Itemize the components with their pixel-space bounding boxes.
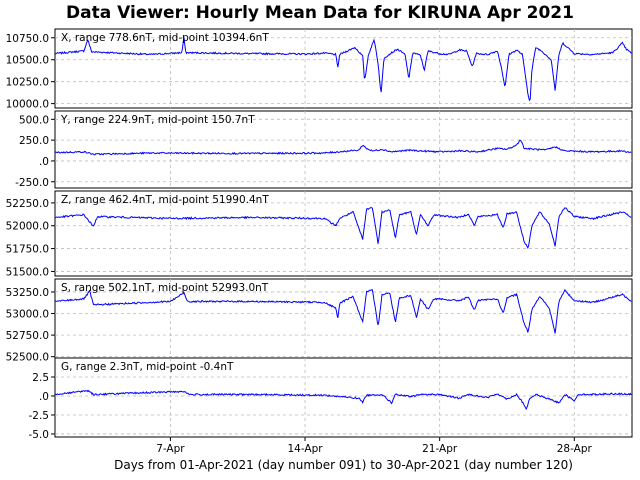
data-series-line — [54, 389, 632, 411]
x-tick-label: 14-Apr — [287, 443, 323, 455]
data-series-line — [54, 139, 632, 156]
data-series-line — [54, 206, 632, 250]
panel-frame — [54, 28, 633, 109]
y-tick-label: 53000.0 — [6, 309, 49, 321]
x-tick-label: 21-Apr — [422, 443, 458, 455]
chart-title: Data Viewer: Hourly Mean Data for KIRUNA… — [66, 3, 574, 23]
y-tick-label: 500.0 — [19, 114, 49, 126]
panel-frame — [54, 357, 633, 438]
y-tick-label: 51500.0 — [6, 266, 49, 278]
y-tick-label: -250.0 — [15, 177, 49, 189]
y-tick-label: 10750.0 — [6, 33, 49, 45]
y-tick-label: 52750.0 — [6, 330, 49, 342]
panel-frame — [54, 278, 633, 362]
y-tick-label: 53250.0 — [6, 287, 49, 299]
y-tick-label: 10250.0 — [6, 77, 49, 89]
y-tick-label: 52500.0 — [6, 352, 49, 364]
panel-label: G, range 2.3nT, mid-point -0.4nT — [61, 361, 234, 373]
panel-label: S, range 502.1nT, mid-point 52993.0nT — [61, 282, 269, 294]
x-axis-label: Days from 01-Apr-2021 (day number 091) t… — [114, 458, 573, 472]
y-tick-label: 2.5 — [32, 372, 49, 384]
y-tick-label: 52000.0 — [6, 221, 49, 233]
y-tick-label: 10500.0 — [6, 55, 49, 67]
y-tick-label: -2.5 — [29, 410, 50, 422]
x-tick-label: 7-Apr — [156, 443, 185, 455]
panel-label: Z, range 462.4nT, mid-point 51990.4nT — [61, 194, 269, 206]
x-tick-label: 28-Apr — [557, 443, 593, 455]
panel-frame — [54, 190, 633, 277]
y-tick-label: .0 — [39, 391, 49, 403]
y-tick-label: 52250.0 — [6, 198, 49, 210]
panel-label: Y, range 224.9nT, mid-point 150.7nT — [60, 114, 255, 126]
y-tick-label: .0 — [39, 156, 49, 168]
panel-label: X, range 778.6nT, mid-point 10394.6nT — [61, 32, 269, 44]
y-tick-label: 51750.0 — [6, 244, 49, 256]
panel-frame — [54, 110, 633, 189]
y-tick-label: 250.0 — [19, 135, 49, 147]
data-series-line — [54, 37, 632, 102]
data-series-line — [54, 289, 632, 334]
y-tick-label: -5.0 — [29, 429, 50, 441]
y-tick-label: 10000.0 — [6, 99, 49, 111]
